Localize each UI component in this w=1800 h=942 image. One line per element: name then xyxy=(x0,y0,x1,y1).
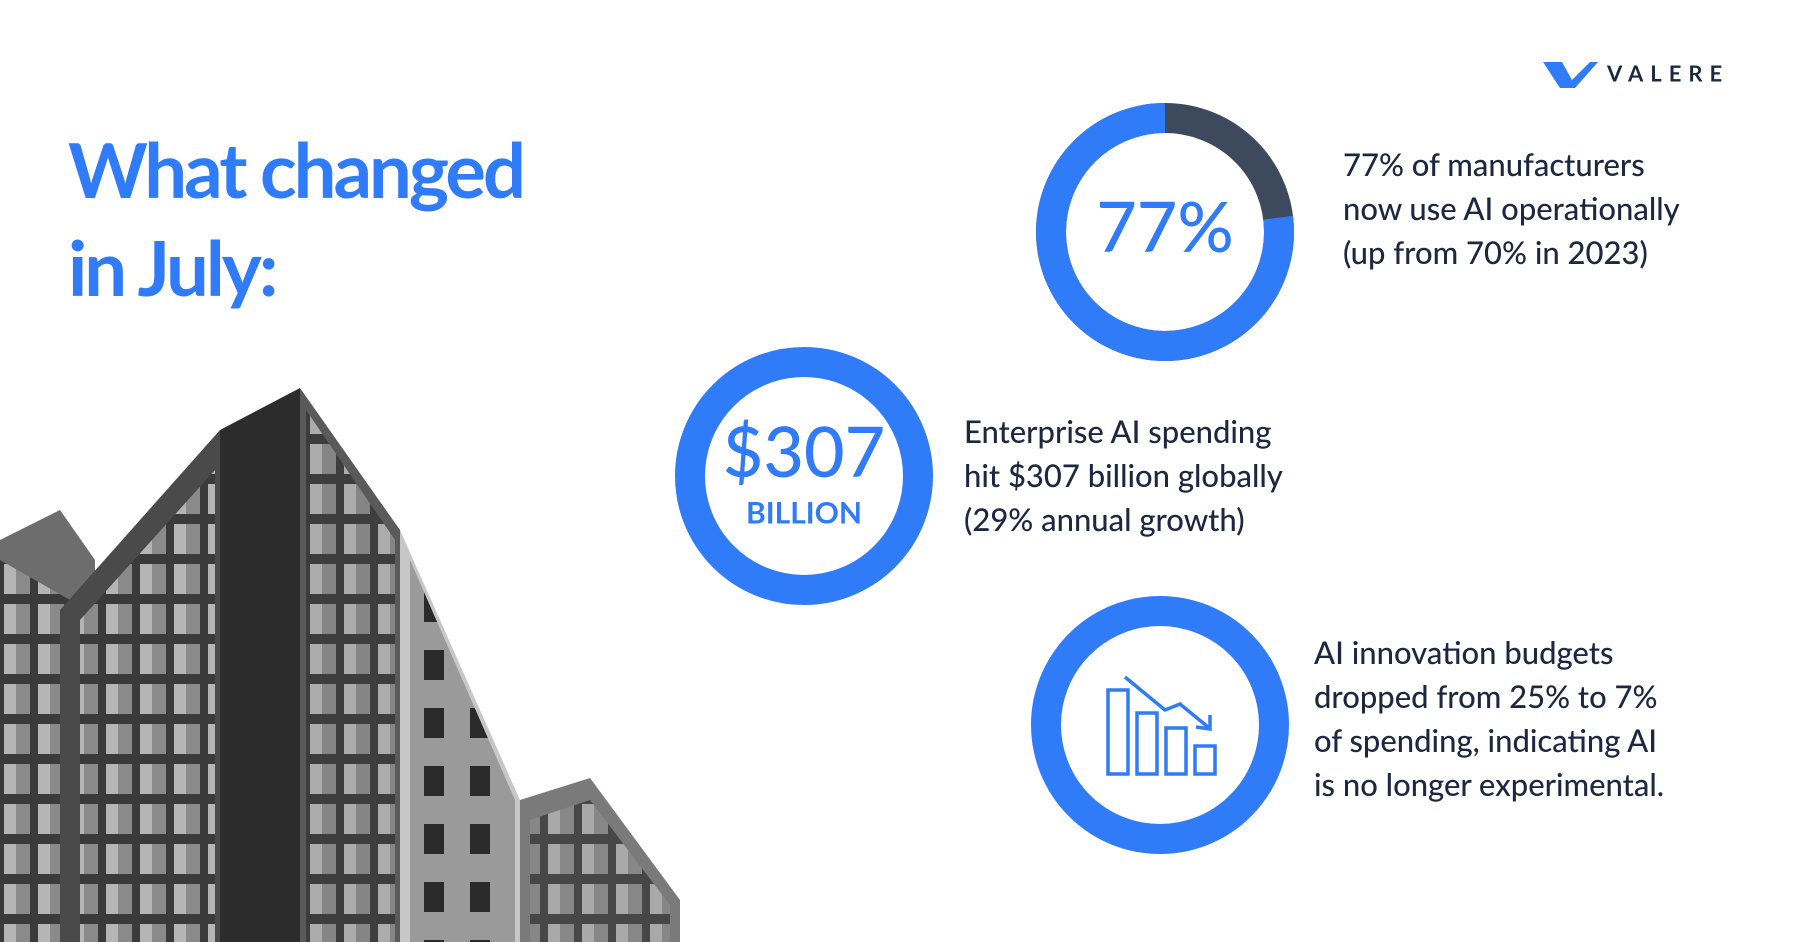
stat-description: dropped from 25% to 7% xyxy=(1314,677,1658,715)
title-line: in July: xyxy=(68,222,275,313)
stat-unit: BILLION xyxy=(746,495,862,531)
stat-figure: 77% xyxy=(1096,183,1234,267)
chart-icon xyxy=(1106,675,1217,776)
stat-description: 77% of manufacturers xyxy=(1343,145,1645,183)
stat-description: hit $307 billion globally xyxy=(964,456,1283,494)
stat-description: now use AI operationally xyxy=(1343,189,1680,227)
ring xyxy=(1031,596,1289,854)
logo: VALERE xyxy=(1543,60,1729,88)
ring xyxy=(675,347,933,605)
stat-figure: $307 xyxy=(723,408,885,492)
stat-description: (up from 70% in 2023) xyxy=(1343,233,1648,271)
stat-description: Enterprise AI spending xyxy=(964,412,1271,450)
stat-description: (29% annual growth) xyxy=(964,500,1245,538)
stat-description: of spending, indicating AI xyxy=(1314,721,1657,759)
logo-text: VALERE xyxy=(1606,60,1729,87)
building-photo xyxy=(0,388,680,942)
title-line: What changed xyxy=(68,124,523,215)
stat-description: is no longer experimental. xyxy=(1314,765,1664,803)
ring-value xyxy=(1036,103,1294,361)
stat-description: AI innovation budgets xyxy=(1314,633,1613,671)
